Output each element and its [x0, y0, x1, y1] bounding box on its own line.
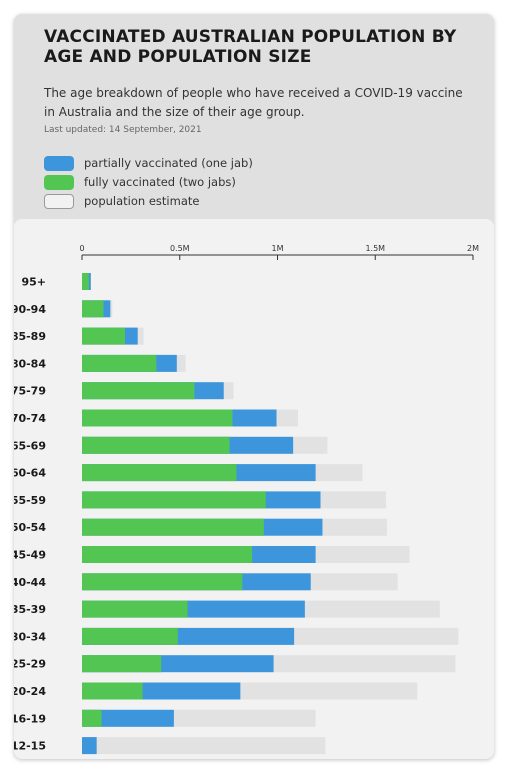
legend-label-partial: partially vaccinated (one jab)	[84, 156, 253, 170]
bar-fully-vaccinated	[82, 682, 143, 700]
last-updated: Last updated: 14 September, 2021	[44, 125, 202, 135]
bar-fully-vaccinated	[82, 382, 195, 400]
bar-population-estimate	[82, 737, 326, 755]
bar-fully-vaccinated	[82, 273, 89, 290]
y-category-label: 65-69	[14, 439, 46, 452]
bar-fully-vaccinated	[82, 627, 178, 645]
y-category-label: 40-44	[14, 576, 46, 589]
bar-fully-vaccinated	[82, 300, 104, 318]
bar-fully-vaccinated	[82, 354, 157, 372]
bar-fully-vaccinated	[82, 409, 233, 427]
y-category-label: 70-74	[14, 412, 46, 425]
x-tick-label: 1.5M	[365, 244, 385, 253]
bar-fully-vaccinated	[82, 573, 243, 591]
y-category-label: 85-89	[14, 330, 46, 343]
legend-label-population: population estimate	[84, 194, 200, 208]
bar-partially-vaccinated	[82, 709, 174, 727]
chart-subtitle: The age breakdown of people who have rec…	[44, 86, 463, 119]
x-tick-label: 0.5M	[170, 244, 190, 253]
y-category-label: 45-49	[14, 549, 46, 562]
y-category-label: 75-79	[14, 385, 46, 398]
legend-label-full: fully vaccinated (two jabs)	[84, 175, 236, 189]
y-category-label: 35-39	[14, 603, 46, 616]
bar-fully-vaccinated	[82, 436, 230, 454]
y-category-label: 55-59	[14, 494, 46, 507]
y-category-label: 95+	[21, 276, 46, 289]
y-category-label: 30-34	[14, 630, 46, 643]
legend-swatch-partial	[44, 156, 74, 171]
x-tick-label: 1M	[272, 244, 284, 253]
y-category-label: 90-94	[14, 303, 46, 316]
bar-fully-vaccinated	[82, 600, 188, 618]
y-category-label: 25-29	[14, 658, 46, 671]
legend-swatch-full	[44, 175, 74, 190]
bar-fully-vaccinated	[82, 491, 266, 509]
chart-title: VACCINATED AUSTRALIAN POPULATION BY AGE …	[44, 27, 457, 67]
bar-partially-vaccinated	[82, 737, 97, 755]
bar-fully-vaccinated	[82, 518, 264, 536]
chart-panel: 0 0.5M 1M 1.5M 2M 95+ 90-94 85-89 80-84 75-79 70-7…	[14, 219, 494, 759]
bar-fully-vaccinated	[82, 655, 162, 673]
x-tick-label: 2M	[467, 244, 479, 253]
bar-fully-vaccinated	[82, 327, 126, 345]
y-category-label: 16-19	[14, 712, 46, 725]
x-tick-label: 0	[79, 244, 84, 253]
y-category-label: 80-84	[14, 357, 46, 370]
chart-card: VACCINATED AUSTRALIAN POPULATION BY AGE …	[14, 14, 494, 759]
y-category-label: 60-64	[14, 467, 46, 480]
y-category-label: 50-54	[14, 521, 46, 534]
legend-swatch-population	[44, 194, 74, 209]
bar-fully-vaccinated	[82, 464, 237, 482]
y-category-label: 20-24	[14, 685, 46, 698]
bar-fully-vaccinated	[82, 546, 253, 563]
bar-chart: 0 0.5M 1M 1.5M 2M 95+ 90-94 85-89 80-84 75-79 70-7…	[14, 244, 479, 755]
y-category-label: 12-15	[14, 740, 46, 753]
bar-fully-vaccinated	[82, 709, 102, 727]
